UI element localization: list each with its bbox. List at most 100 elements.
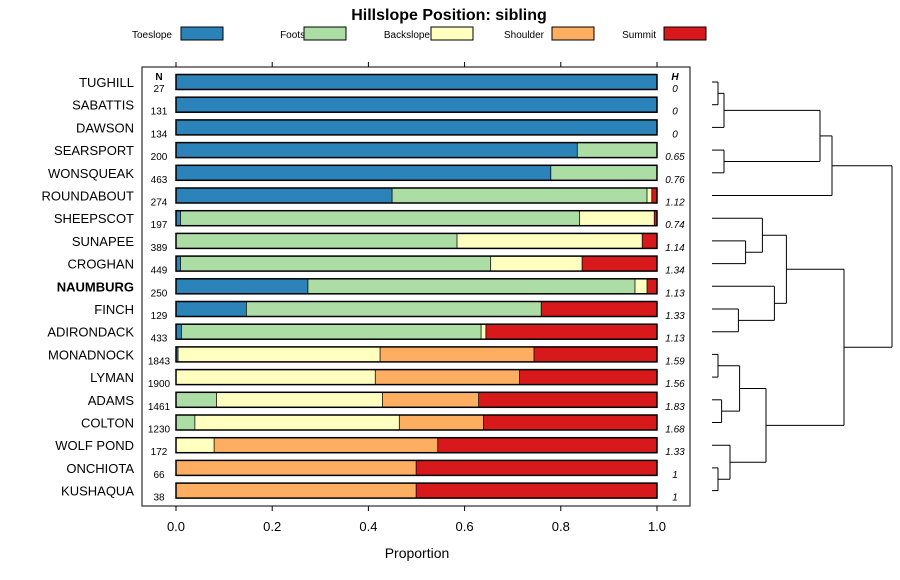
bar-outline [175,368,658,386]
x-axis-label: Proportion [385,545,450,561]
bar-segment-toeslope [176,346,179,362]
n-value: 389 [151,243,168,254]
bar-segment-summit [642,233,657,249]
bar-segment-shoulder [380,346,535,362]
n-value: 1843 [148,356,171,367]
bar-segment-toeslope [176,324,182,340]
bar-segment-toeslope [176,256,181,272]
n-value: 1230 [148,425,171,436]
row-searsport: SEARSPORT 200 0.65 [54,141,685,163]
bar-outline [175,459,658,477]
bar-segment-footslope [180,256,492,272]
bar-segment-footslope [577,142,657,158]
row-sunapee: SUNAPEE 389 1.14 [72,232,685,254]
legend-label-backslope: Backslope [384,30,431,41]
bar-outline [175,141,658,159]
bar-segment-summit [654,210,657,226]
series-label: DAWSON [76,120,134,135]
series-label: COLTON [81,416,134,431]
h-value: 1.13 [665,288,685,299]
x-tick-label: 0.2 [263,519,281,534]
bar-outline [175,300,658,318]
h-value: 1.56 [665,379,685,390]
bar-segment-summit [438,437,657,453]
row-adirondack: ADIRONDACK 433 1.13 [47,323,685,345]
bar-segment-backslope [195,415,400,430]
bar-segment-footslope [180,210,581,226]
x-tick-label: 1.0 [648,519,666,534]
bar-segment-backslope [580,210,655,226]
legend-swatch-toeslope [180,26,224,41]
bar-segment-backslope [647,188,653,203]
series-label: MONADNOCK [48,347,134,362]
bar-segment-footslope [392,188,648,203]
h-value: 0.65 [665,152,685,163]
series-label: SUNAPEE [72,234,134,249]
bar-outline [175,119,658,136]
series-label: ADIRONDACK [47,325,134,340]
bar-outline [175,164,658,182]
h-value: 1.13 [665,334,685,345]
bar-outline [175,436,658,454]
row-monadnock: MONADNOCK 1843 1.59 [48,346,685,367]
h-value: 1 [672,493,678,504]
bar-segment-summit [486,324,657,340]
bar-segment-toeslope [176,119,657,135]
row-adams: ADAMS 1461 1.83 [88,391,685,413]
x-tick-label: 0.8 [552,519,570,534]
series-label: KUSHAQUA [61,484,134,499]
legend-label-footslope: Footslope [280,30,324,41]
bar-outline [175,255,658,272]
bar-segment-backslope [457,233,643,249]
legend-label-summit: Summit [622,30,656,41]
bar-outline [175,482,658,499]
x-axis: 0.0 0.2 0.4 0.6 0.8 1.0 [167,62,666,534]
h-value: 1.14 [665,243,685,254]
n-value: 433 [151,334,168,345]
bar-segment-shoulder [214,437,439,453]
plot-frame [141,66,691,507]
n-value: 1900 [148,379,171,390]
row-kushaqua: KUSHAQUA 38 1 [61,482,678,504]
row-naumburg: NAUMBURG 250 1.13 [57,278,685,299]
legend-swatch-summit [663,26,707,41]
n-value: 1461 [148,402,171,413]
bar-segment-summit [479,392,657,408]
bar-segment-summit [541,301,657,317]
legend-swatch-backslope [430,26,474,41]
bar-segment-toeslope [176,188,393,203]
legend: Toeslope Footslope Backslope Shoulder Summit [132,26,707,41]
n-value: 66 [153,470,165,481]
bar-segment-summit [519,369,657,385]
row-roundabout: ROUNDABOUT 274 1.12 [42,187,685,209]
bar-segment-backslope [176,437,215,453]
h-value: 1.12 [665,198,685,209]
h-value: 1.33 [665,447,685,458]
series-label: FINCH [94,302,134,317]
n-value: 27 [153,84,165,95]
n-column-header: N [155,72,162,83]
x-tick-label: 0.0 [167,519,185,534]
bar-segment-footslope [308,278,636,294]
n-value: 250 [151,288,168,299]
bar-outline [175,414,658,431]
row-wonsqueak: WONSQUEAK 463 0.76 [48,164,685,186]
series-label: TUGHILL [79,75,134,90]
n-value: 200 [151,152,168,163]
bar-segment-shoulder [399,415,484,430]
series-label: ADAMS [88,393,135,408]
series-label: SHEEPSCOT [54,211,134,226]
bar-segment-shoulder [375,369,520,385]
bar-segment-summit [416,460,657,476]
series-label: WONSQUEAK [48,166,134,181]
row-onchiota: ONCHIOTA 66 1 [66,459,678,481]
bar-segment-toeslope [176,74,657,90]
bar-segment-backslope [178,346,381,362]
bar-segment-footslope [176,392,217,408]
bar-segment-footslope [176,415,196,430]
series-label: NAUMBURG [57,279,134,294]
bar-outline [175,96,658,113]
series-label: CROGHAN [68,257,134,272]
bar-segment-toeslope [176,210,181,226]
